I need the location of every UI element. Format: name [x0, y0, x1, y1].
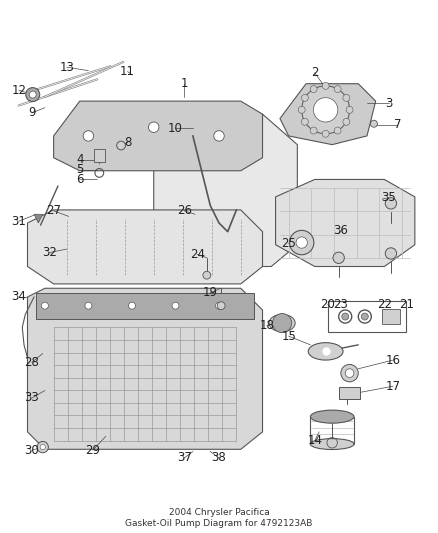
Circle shape	[29, 91, 36, 98]
Text: 19: 19	[203, 286, 218, 299]
Circle shape	[214, 131, 224, 141]
Circle shape	[26, 87, 40, 102]
Circle shape	[42, 302, 48, 309]
Circle shape	[314, 98, 338, 122]
Polygon shape	[154, 114, 297, 266]
Text: 21: 21	[399, 298, 413, 311]
Text: 23: 23	[333, 298, 348, 311]
Circle shape	[301, 94, 308, 101]
Text: 2: 2	[311, 66, 318, 79]
Text: 2004 Chrysler Pacifica
Gasket-Oil Pump Diagram for 4792123AB: 2004 Chrysler Pacifica Gasket-Oil Pump D…	[125, 508, 313, 528]
Circle shape	[301, 118, 308, 125]
Circle shape	[310, 127, 317, 134]
Ellipse shape	[308, 343, 343, 360]
Circle shape	[296, 237, 307, 248]
Text: 38: 38	[212, 451, 226, 464]
Circle shape	[334, 86, 341, 93]
Bar	[339, 387, 360, 399]
Circle shape	[343, 118, 350, 125]
Text: 13: 13	[59, 61, 74, 74]
Circle shape	[361, 313, 368, 320]
Circle shape	[298, 107, 305, 114]
Polygon shape	[34, 214, 43, 223]
Polygon shape	[280, 84, 376, 144]
Text: 26: 26	[177, 204, 192, 217]
Text: 9: 9	[28, 107, 35, 119]
Text: 7: 7	[394, 118, 401, 131]
Text: 33: 33	[25, 391, 39, 405]
Circle shape	[172, 302, 179, 309]
Text: 15: 15	[281, 329, 296, 343]
Text: 27: 27	[46, 204, 61, 217]
Ellipse shape	[311, 439, 354, 449]
Text: 34: 34	[11, 290, 26, 303]
Circle shape	[128, 302, 135, 309]
Circle shape	[343, 94, 350, 101]
Circle shape	[302, 86, 350, 134]
Text: 16: 16	[385, 353, 401, 367]
Circle shape	[385, 248, 396, 259]
Bar	[328, 301, 406, 332]
Circle shape	[322, 83, 329, 90]
Text: 35: 35	[381, 191, 396, 204]
Text: 10: 10	[168, 122, 183, 135]
Circle shape	[203, 271, 211, 279]
Circle shape	[310, 86, 317, 93]
Text: 20: 20	[320, 298, 335, 311]
Ellipse shape	[311, 410, 354, 423]
Bar	[94, 149, 105, 162]
Text: 6: 6	[76, 173, 84, 186]
Circle shape	[345, 369, 354, 377]
Text: 5: 5	[76, 164, 83, 176]
Circle shape	[272, 313, 292, 333]
Ellipse shape	[269, 314, 295, 332]
Text: 4: 4	[76, 154, 84, 166]
Polygon shape	[53, 101, 262, 171]
Text: 25: 25	[281, 237, 296, 250]
Circle shape	[333, 252, 344, 263]
Text: 24: 24	[190, 248, 205, 261]
Circle shape	[40, 445, 46, 450]
Circle shape	[385, 198, 396, 209]
Text: 8: 8	[124, 136, 131, 149]
Text: 32: 32	[42, 246, 57, 259]
Circle shape	[342, 313, 349, 320]
Polygon shape	[28, 210, 262, 284]
Circle shape	[341, 365, 358, 382]
Circle shape	[148, 122, 159, 133]
Circle shape	[215, 302, 223, 309]
Circle shape	[117, 141, 125, 150]
Text: 14: 14	[307, 434, 322, 447]
Text: 22: 22	[377, 298, 392, 311]
Text: 31: 31	[11, 215, 26, 228]
Circle shape	[371, 120, 378, 127]
Circle shape	[37, 441, 48, 453]
Text: 12: 12	[11, 84, 26, 96]
Text: 36: 36	[333, 224, 348, 237]
Text: 17: 17	[385, 379, 401, 393]
Circle shape	[217, 302, 225, 310]
Text: 37: 37	[177, 451, 191, 464]
Circle shape	[83, 131, 94, 141]
Text: 28: 28	[25, 356, 39, 369]
Circle shape	[85, 302, 92, 309]
Text: 1: 1	[180, 77, 188, 90]
Text: 30: 30	[25, 443, 39, 457]
Polygon shape	[28, 288, 262, 449]
Bar	[36, 293, 254, 319]
Text: 29: 29	[85, 443, 100, 457]
Text: 18: 18	[259, 319, 274, 332]
Text: 3: 3	[385, 97, 392, 110]
Text: 11: 11	[120, 65, 135, 78]
Polygon shape	[276, 180, 415, 266]
Circle shape	[346, 107, 353, 114]
Circle shape	[334, 127, 341, 134]
Bar	[382, 309, 399, 324]
Circle shape	[322, 130, 329, 137]
Circle shape	[290, 230, 314, 255]
